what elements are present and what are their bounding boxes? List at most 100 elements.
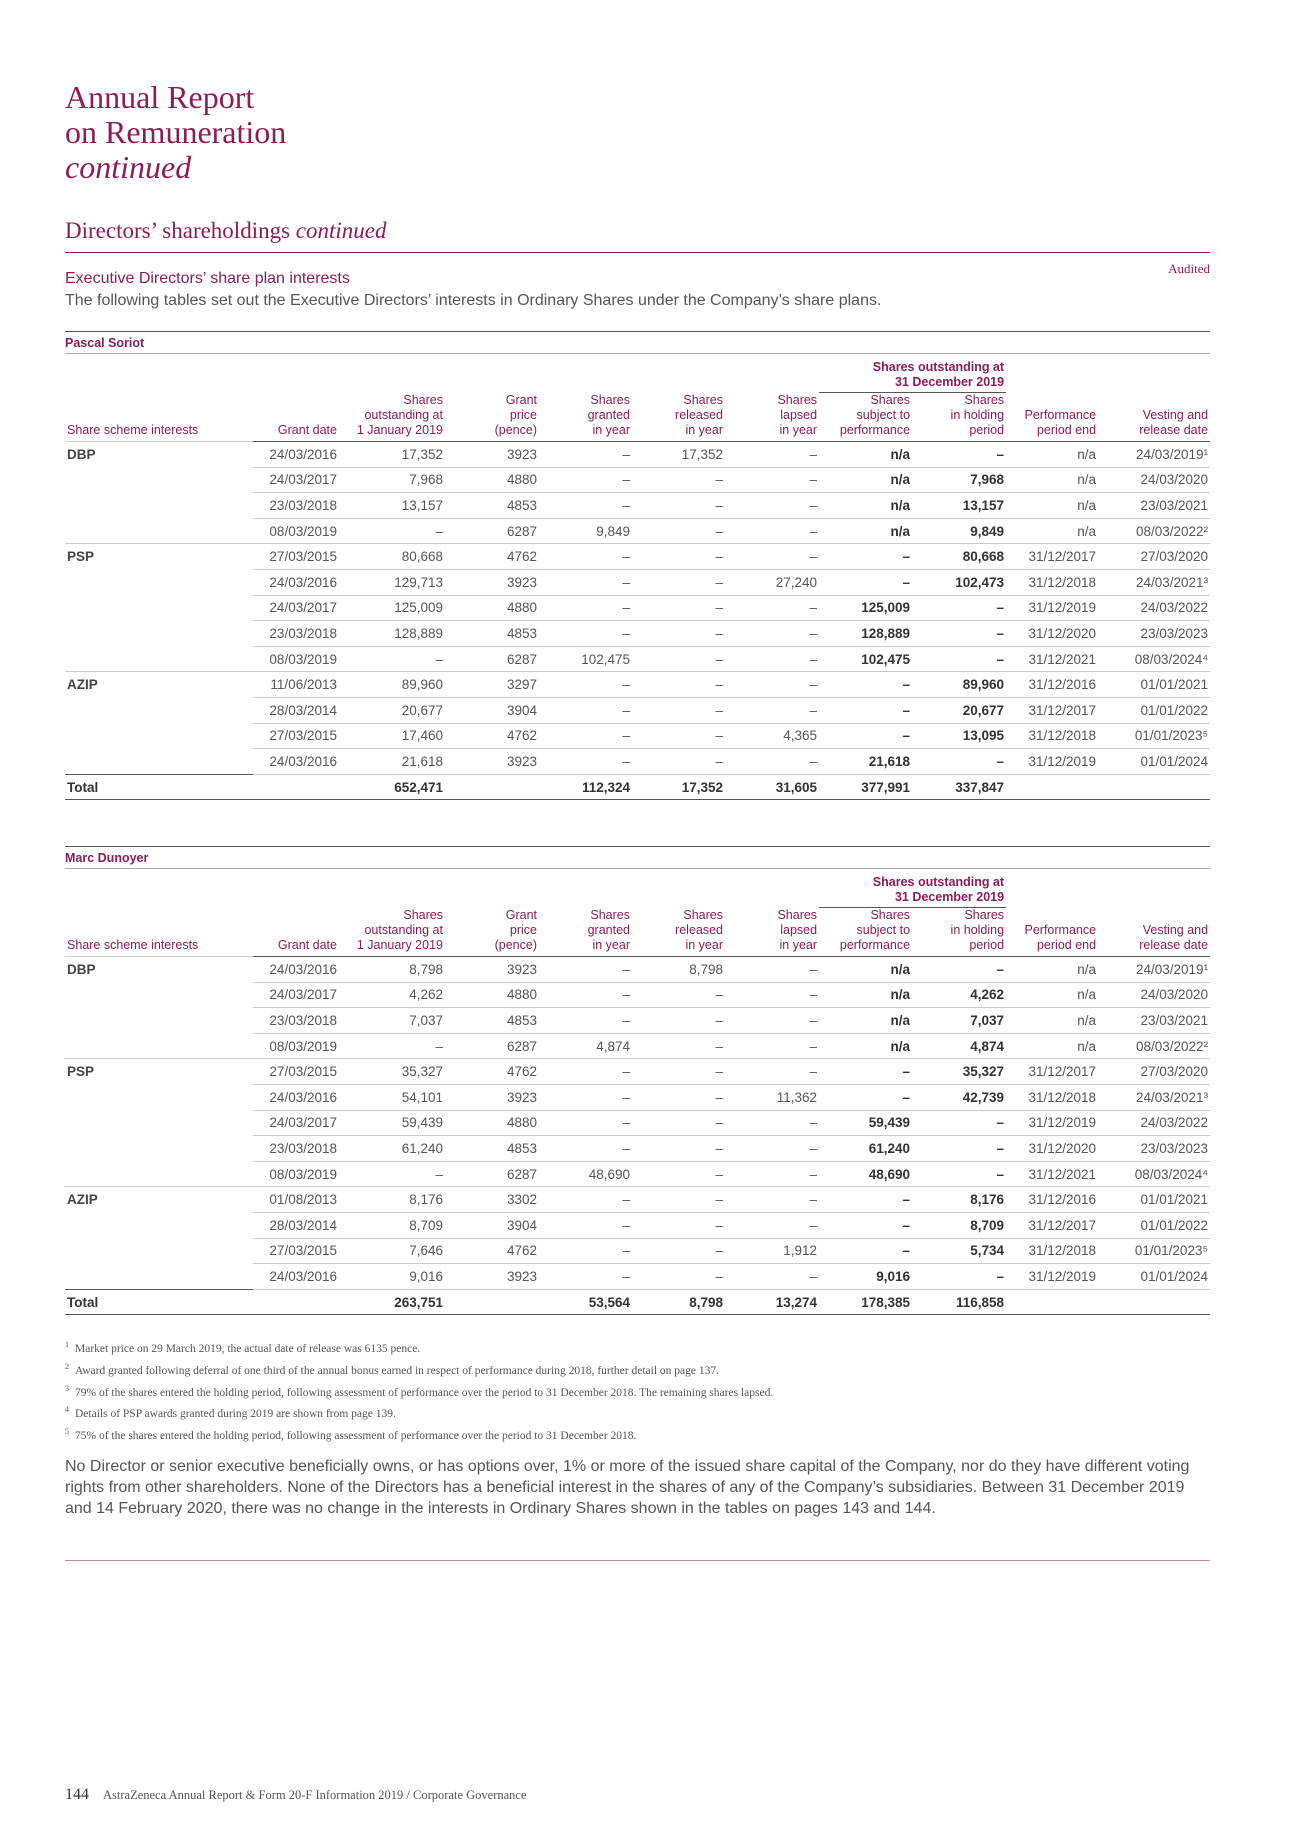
cell: n/a — [1006, 1033, 1099, 1060]
cell: 102,473 — [912, 569, 1007, 596]
header-line: released — [675, 923, 723, 937]
cell — [253, 773, 339, 801]
footnote: 3 79% of the shares entered the holding p… — [65, 1380, 773, 1402]
column-header: Shares in holding period — [912, 908, 1006, 957]
cell: – — [819, 569, 913, 596]
footnote-marker: 5 — [65, 1427, 69, 1437]
cell: 28/03/2014 — [253, 1212, 339, 1239]
cell: 24/03/2016 — [253, 569, 339, 596]
cell: – — [632, 569, 725, 596]
cell: 54,101 — [339, 1084, 445, 1111]
cell: – — [819, 1186, 913, 1213]
cell: – — [819, 1058, 913, 1085]
cell: 4,874 — [539, 1033, 632, 1060]
cell: 31/12/2017 — [1006, 1212, 1099, 1239]
cell: 3923 — [445, 1084, 539, 1111]
cell: 3923 — [445, 441, 539, 468]
table-head: Shares outstanding at 31 December 2019 Sha… — [65, 869, 1210, 957]
cell — [445, 1288, 539, 1316]
cell: – — [632, 1263, 725, 1290]
cell: – — [632, 697, 725, 724]
cell: 08/03/2022² — [1098, 1033, 1211, 1060]
cell: – — [725, 492, 820, 519]
cell: 9,849 — [539, 518, 632, 545]
cell: 89,960 — [912, 671, 1007, 698]
cell: – — [725, 1007, 820, 1034]
cell — [65, 1212, 253, 1238]
cell: n/a — [1006, 492, 1099, 519]
column-header: Grant price (pence) — [445, 908, 539, 957]
cell: – — [632, 646, 725, 673]
table-row: DBP 24/03/2016 8,798 3923–8,798– n/a – n/a 24/0… — [65, 956, 1211, 983]
cell: 80,668 — [339, 543, 445, 570]
cell: – — [912, 1135, 1007, 1162]
group-header: Shares outstanding at 31 December 2019 — [819, 354, 1007, 393]
cell — [65, 1008, 253, 1034]
column-header: Grant date — [253, 393, 339, 442]
header-line: period end — [1036, 423, 1097, 437]
cell: 4762 — [445, 1058, 539, 1085]
column-header: Shares released in year — [632, 393, 725, 442]
header-line: performance — [839, 938, 911, 952]
cell: 4880 — [445, 595, 539, 622]
cell: 13,157 — [339, 492, 445, 519]
cell: 24/03/2016 — [253, 1263, 339, 1290]
cell: 24/03/2022 — [1098, 1110, 1211, 1137]
cell: – — [912, 956, 1007, 983]
cell: 8,798 — [632, 956, 725, 983]
footnote: 2 Award granted following deferral of one… — [65, 1358, 773, 1380]
header-line: Vesting and — [1142, 408, 1209, 422]
header-line: Performance — [1024, 923, 1097, 937]
cell: 7,646 — [339, 1238, 445, 1265]
cell: n/a — [1006, 518, 1099, 545]
cell: – — [632, 982, 725, 1009]
cell: – — [539, 671, 632, 698]
cell: 17,460 — [339, 723, 445, 750]
cell: 28/03/2014 — [253, 697, 339, 724]
cell: – — [725, 518, 820, 545]
cell: 17,352 — [339, 441, 445, 468]
column-header: Share scheme interests — [65, 908, 253, 957]
cell: – — [539, 1084, 632, 1111]
title-line: on Remuneration — [65, 114, 287, 150]
cell: 7,037 — [339, 1007, 445, 1034]
cell: 42,739 — [912, 1084, 1007, 1111]
cell: 24/03/2019¹ — [1098, 441, 1211, 468]
cell: 112,324 — [539, 773, 632, 801]
cell: – — [912, 1161, 1007, 1188]
cell: Total — [65, 773, 253, 801]
group-header: Shares outstanding at 31 December 2019 — [819, 869, 1007, 908]
column-header: Performance period end — [1006, 908, 1098, 957]
cell: n/a — [1006, 982, 1099, 1009]
cell: – — [912, 1263, 1007, 1290]
table-row: 08/03/2019–6287 4,874– – n/a 4,874 n/a 08/03/2… — [65, 1033, 1211, 1060]
cell: 27/03/2020 — [1098, 1058, 1211, 1085]
table-row: 08/03/2019–6287 102,475– –102,475–31/12/20… — [65, 646, 1211, 673]
cell — [65, 595, 253, 621]
title-line: Annual Report — [65, 79, 255, 115]
cell: 20,677 — [912, 697, 1007, 724]
cell — [65, 1238, 253, 1264]
header-line: 31 December 2019 — [894, 375, 1005, 389]
table-row: 24/03/2016 129,713 3923– –27,240–102,473 31/… — [65, 569, 1211, 596]
column-header: Share scheme interests — [65, 393, 253, 442]
table-block: Pascal Soriot Shares outstanding at 31 Dec… — [65, 331, 1211, 801]
cell: 24/03/2017 — [253, 467, 339, 494]
cell — [65, 1161, 253, 1187]
header-line: (pence) — [494, 423, 537, 437]
cell: – — [539, 441, 632, 468]
cell: PSP — [65, 543, 253, 570]
cell: – — [725, 982, 820, 1009]
cell — [445, 773, 539, 801]
table-row: 24/03/2017 59,439 4880– – –59,439–31/12/2019… — [65, 1110, 1211, 1137]
cell: 4853 — [445, 1135, 539, 1162]
cell: – — [632, 723, 725, 750]
footnote: 4 Details of PSP awards granted during 20… — [65, 1401, 773, 1423]
cell: – — [819, 543, 913, 570]
cell — [1098, 773, 1211, 801]
cell: n/a — [819, 441, 913, 468]
cell: 6287 — [445, 1033, 539, 1060]
cell: – — [539, 982, 632, 1009]
header-line: Grant date — [277, 938, 337, 952]
